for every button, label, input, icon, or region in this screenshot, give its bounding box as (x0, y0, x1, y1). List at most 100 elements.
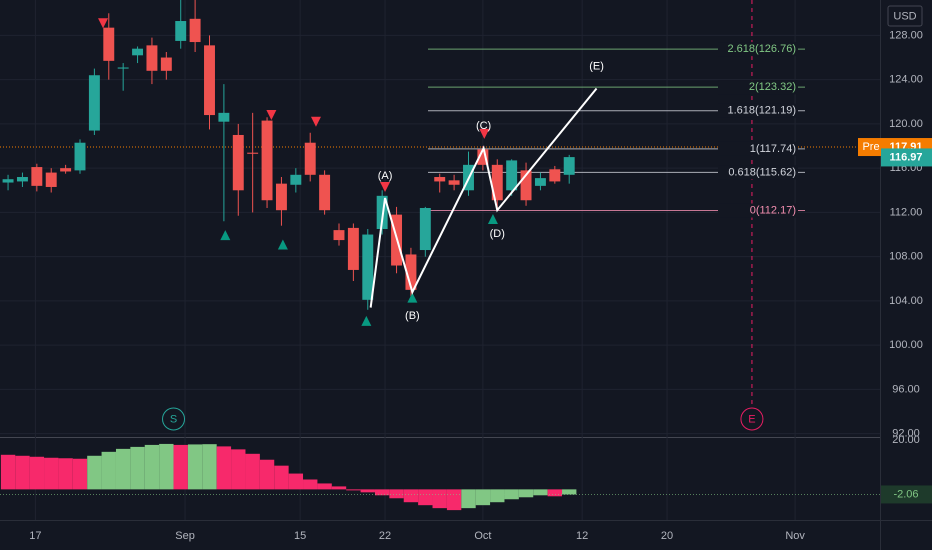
osc-bar (432, 489, 447, 509)
osc-bar (259, 459, 275, 490)
osc-bar (72, 458, 88, 490)
osc-bar (547, 489, 563, 497)
osc-bar (533, 489, 548, 496)
fib-label: 1(117.74) (750, 143, 796, 155)
fib-label-bg (718, 203, 798, 218)
osc-bar (274, 465, 289, 490)
osc-bar (115, 448, 131, 490)
y-tick-label: 124.00 (889, 74, 923, 86)
osc-bar (87, 455, 102, 490)
candle-body (261, 120, 273, 201)
candle-body (506, 160, 518, 191)
candle-body (132, 48, 144, 56)
candle-body (189, 18, 201, 43)
osc-bar (202, 444, 217, 490)
candle-body (60, 168, 72, 172)
osc-bar (389, 489, 404, 499)
fib-label: 2.618(126.76) (728, 43, 797, 55)
osc-bar (331, 486, 347, 490)
event-marker (740, 407, 764, 431)
osc-bar (518, 489, 534, 498)
x-tick-label: 17 (29, 530, 41, 542)
osc-bar (173, 444, 188, 490)
candle-body (563, 157, 575, 175)
y-tick-label: 104.00 (889, 295, 923, 307)
y-tick-label: 128.00 (889, 29, 923, 41)
fib-label-bg (718, 141, 798, 156)
wave-label: (E) (589, 60, 604, 72)
osc-bar (288, 473, 304, 490)
osc-bar (374, 489, 390, 496)
candle-body (103, 27, 115, 61)
currency-box[interactable] (887, 5, 923, 27)
candle-body (549, 169, 561, 182)
fib-label: 2(123.32) (749, 81, 796, 93)
fib-label: 0(112.17) (750, 204, 796, 216)
fib-label: 1.618(121.19) (728, 105, 797, 117)
wave-label: (D) (490, 228, 505, 240)
candle-body (304, 142, 316, 175)
candle-body (2, 179, 14, 183)
osc-bar (562, 489, 577, 495)
osc-bar (317, 483, 332, 490)
osc-bar (0, 454, 16, 490)
y-tick-label: 108.00 (889, 251, 923, 263)
event-marker (162, 407, 186, 431)
wave-label: (A) (378, 170, 393, 182)
osc-bar (360, 489, 375, 493)
x-tick-label: Nov (785, 530, 805, 542)
candle-body (477, 149, 489, 165)
osc-last-box (881, 485, 932, 504)
osc-bar (44, 457, 59, 490)
osc-bar (15, 455, 30, 490)
osc-bar (101, 451, 116, 490)
osc-bar (58, 458, 73, 490)
candle-body (419, 207, 431, 251)
osc-bar (490, 489, 505, 503)
candle-body (290, 174, 302, 185)
candle-body (218, 112, 230, 122)
x-tick-label: Sep (175, 530, 195, 542)
candle-body (491, 164, 503, 201)
osc-bar (303, 479, 318, 490)
candle-body (175, 21, 187, 41)
osc-bar (130, 446, 145, 490)
candle-body (204, 45, 215, 116)
osc-tick-label: 20.00 (892, 434, 920, 446)
candle-body (333, 230, 345, 241)
pivot-high (310, 116, 321, 127)
fib-label-bg (718, 165, 798, 180)
candle-body (160, 57, 172, 71)
osc-bar (346, 489, 361, 491)
x-tick-label: Oct (474, 530, 491, 542)
osc-bar (418, 489, 433, 506)
last-price: 116.97 (889, 151, 922, 163)
candle-body (362, 234, 374, 300)
osc-bar (245, 453, 260, 490)
x-tick-label: 15 (294, 530, 306, 542)
osc-bar (403, 489, 419, 503)
osc-bar (446, 489, 462, 511)
candle-body (45, 172, 57, 187)
wave-label: (C) (476, 120, 491, 132)
candle-body (405, 254, 417, 290)
osc-last-label: -2.06 (893, 488, 918, 500)
wave-label: (B) (405, 310, 420, 322)
candle-body (534, 178, 546, 186)
x-tick-label: 22 (379, 530, 391, 542)
candle-body (16, 177, 28, 182)
candle-body (74, 142, 86, 171)
x-tick-label: 12 (576, 530, 588, 542)
candle-body (520, 170, 532, 201)
y-tick-label: 120.00 (889, 118, 923, 130)
fib-label-bg (718, 42, 798, 57)
osc-bar (475, 489, 491, 506)
candle-body (319, 174, 331, 211)
pivot-high (380, 181, 391, 192)
candle-body (247, 152, 259, 154)
candle-body (434, 177, 446, 182)
osc-bar (144, 444, 160, 490)
fib-label-bg (718, 103, 798, 118)
fib-label-bg (718, 80, 798, 95)
